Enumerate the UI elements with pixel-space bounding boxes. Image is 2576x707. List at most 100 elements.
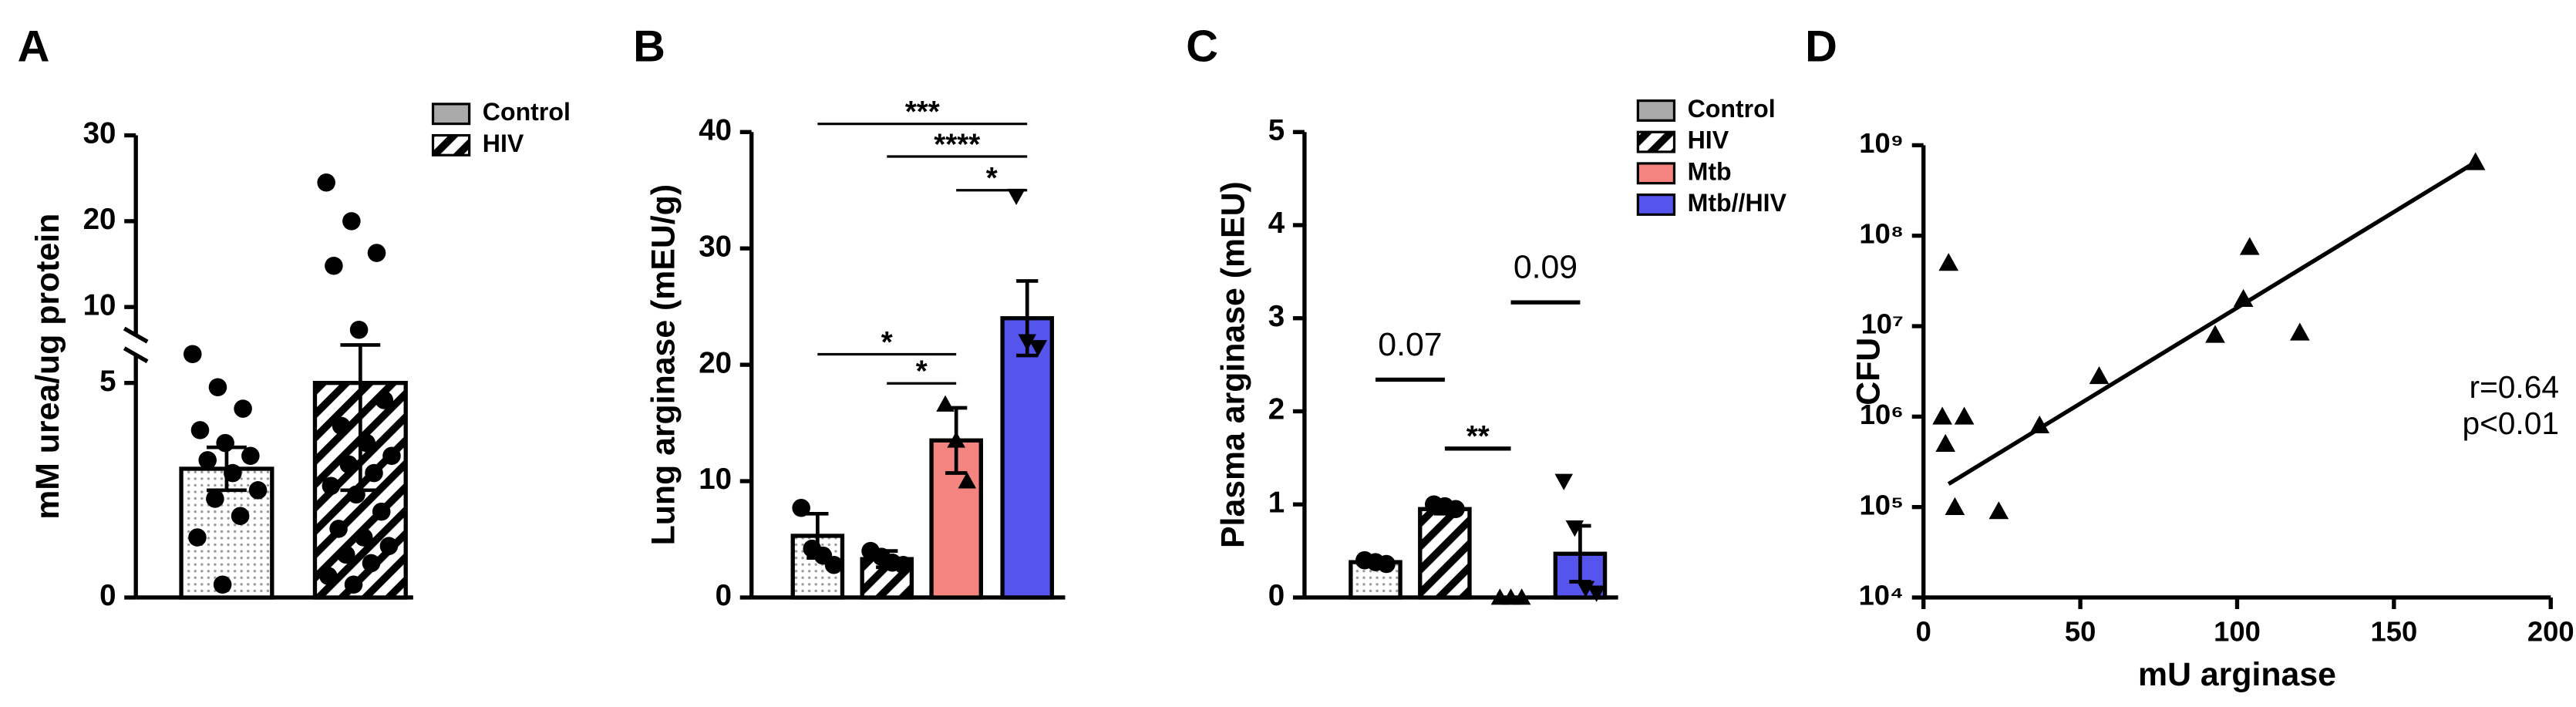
data-point [1377,554,1396,574]
legend-label: HIV [1688,126,1729,154]
data-point [1576,581,1595,598]
y-tick-label: 20 [83,203,116,236]
y-tick-label: 10⁵ [1859,489,1904,520]
y-tick-label: 30 [699,230,732,263]
y-tick-label: 10⁸ [1859,217,1904,249]
data-point [2029,415,2050,433]
y-tick-label: 5 [99,365,116,398]
data-point [2205,325,2225,343]
y-axis-label: CFU [1850,338,1887,406]
x-axis-label: mU arginase [2138,656,2336,693]
data-point [365,463,383,483]
data-point [319,567,338,585]
bar [1418,507,1472,600]
y-tick-label: 0 [716,579,732,612]
data-point [332,416,351,436]
bar [1000,316,1055,600]
legend-swatch [1636,162,1676,185]
y-axis-label: Plasma arginase (mEU) [1214,181,1251,548]
data-point [337,545,355,564]
x-tick-label: 200 [2527,616,2574,648]
legend-label: HIV [483,130,524,157]
data-point [894,555,913,574]
regression-line [1947,160,2477,486]
axis-break [123,346,149,364]
y-tick-label: 30 [83,117,116,150]
data-point [1587,585,1606,602]
data-point [188,528,207,547]
y-tick-label: 10⁹ [1859,127,1904,159]
significance-label: * [986,162,998,195]
legend-label: Control [1688,95,1776,123]
y-tick-label: 40 [699,113,732,146]
data-point [382,446,401,466]
data-point [1932,406,1952,425]
legend-label: Control [483,98,571,126]
significance-label: 0.09 [1514,249,1578,286]
data-point [213,575,232,594]
annotation: r=0.64 [2470,369,2559,405]
data-point [367,244,386,262]
annotation: p<0.01 [2462,406,2558,441]
legend-swatch [1636,194,1676,216]
data-point [2089,366,2110,385]
significance-label: *** [905,96,940,129]
y-tick-label: 20 [699,346,732,379]
y-tick-label: 4 [1268,207,1285,240]
significance-label: 0.07 [1378,326,1442,363]
legend-swatch [431,103,471,126]
data-point [234,399,252,418]
significance-label: ** [1466,420,1490,453]
x-tick-label: 150 [2371,616,2418,648]
y-tick-label: 0 [1268,579,1285,612]
x-tick-label: 100 [2214,616,2261,648]
y-tick-label: 1 [1268,486,1285,519]
legend-label: Mtb//HIV [1688,189,1787,217]
panel-label: A [18,22,50,71]
legend-swatch [431,133,471,157]
data-point [958,472,977,489]
y-tick-label: 10⁴ [1859,580,1904,611]
data-point [354,528,373,547]
data-point [1029,340,1048,357]
data-point [190,421,210,439]
significance-label: * [916,355,928,389]
data-point [357,433,376,453]
data-point [1554,473,1574,490]
data-point [198,451,217,470]
significance-label: * [881,326,893,359]
x-tick-label: 50 [2065,616,2096,648]
data-point [231,507,250,526]
legend-swatch [1636,99,1676,122]
legend-swatch [1636,130,1676,153]
y-axis-label: Lung arginase (mEU/g) [645,184,682,545]
data-point [947,431,965,448]
y-tick-label: 5 [1268,113,1285,146]
panel-label: B [633,22,665,71]
data-point [206,490,224,508]
data-point [342,212,361,231]
y-axis-label: mM urea/ug protein [29,214,66,520]
x-tick-label: 0 [1916,616,1931,648]
data-point [317,173,335,192]
y-tick-label: 10⁶ [1860,399,1904,430]
data-point [375,391,394,409]
data-point [329,520,348,538]
axis-break [123,326,149,344]
data-point [208,378,227,397]
panel-label: D [1805,22,1837,71]
data-point [344,575,363,594]
data-point [1512,588,1531,605]
data-point [216,433,234,453]
data-point [184,345,202,364]
data-point [362,554,381,573]
data-point [325,256,343,275]
data-point [1007,188,1025,206]
data-point [379,537,399,555]
data-point [224,463,242,483]
y-tick-label: 10 [699,463,732,496]
data-point [1935,433,1956,452]
data-point [1954,406,1975,425]
data-point [1565,520,1584,537]
